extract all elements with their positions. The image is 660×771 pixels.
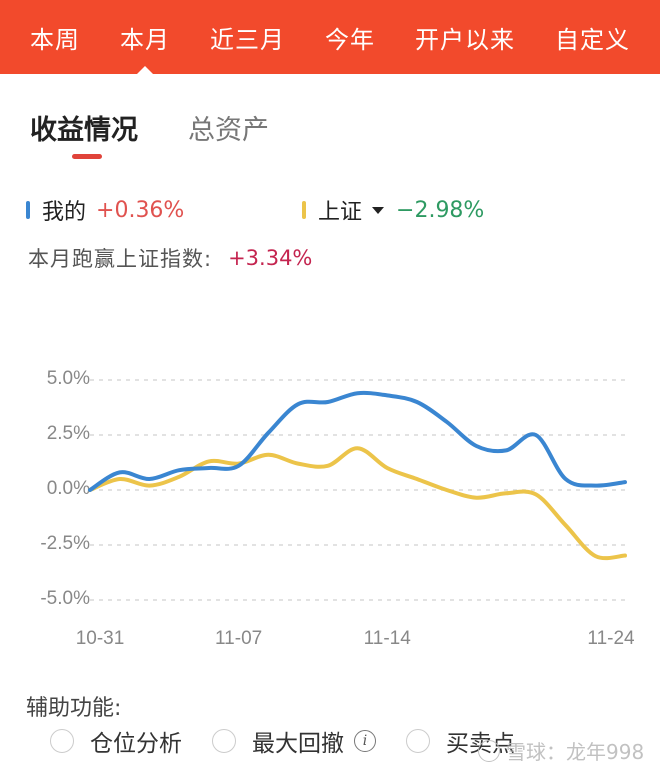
beat-index-summary: 本月跑赢上证指数: +3.34%	[28, 243, 312, 273]
radio-button[interactable]	[406, 729, 430, 753]
tab-this-month[interactable]: 本月	[120, 0, 170, 74]
y-tick-label: 2.5%	[46, 423, 90, 444]
series-line-index	[88, 446, 627, 561]
tab-last-three-months[interactable]: 近三月	[210, 25, 285, 54]
option-position-analysis[interactable]: 仓位分析	[50, 724, 182, 758]
option-max-drawdown[interactable]: 最大回撤 i	[212, 724, 376, 758]
tab-returns[interactable]: 收益情况	[30, 108, 138, 159]
info-icon[interactable]: i	[354, 730, 376, 752]
tab-returns-label: 收益情况	[30, 115, 138, 146]
y-tick-label: 0.0%	[46, 478, 90, 499]
caret-down-icon[interactable]	[372, 206, 385, 214]
y-tick-label: -2.5%	[40, 533, 90, 554]
y-tick-label: 5.0%	[46, 368, 90, 389]
radio-button[interactable]	[50, 729, 74, 753]
aux-options: 仓位分析 最大回撤 i 买卖点	[50, 724, 545, 758]
legend-color-swatch	[302, 201, 306, 219]
radio-button[interactable]	[212, 729, 236, 753]
returns-line-chart[interactable]: 5.0% 2.5% 0.0% -2.5% -5.0% 10-31 11-07 11-14 11…	[0, 360, 660, 660]
xueqiu-logo-icon	[478, 739, 500, 762]
x-tick-label: 11-24	[587, 628, 635, 649]
tab-since-opening[interactable]: 开户以来	[415, 25, 515, 54]
tab-total-assets[interactable]: 总资产	[188, 108, 269, 147]
aux-functions-title: 辅助功能:	[26, 696, 122, 721]
watermark-text: 雪球：龙年998	[506, 740, 645, 764]
legend-index-label: 上证	[318, 200, 363, 225]
tab-custom[interactable]: 自定义	[555, 25, 630, 54]
x-tick-label: 10-31	[75, 628, 125, 649]
option-label: 最大回撤	[252, 731, 344, 757]
x-tick-label: 11-07	[215, 628, 263, 649]
beat-index-value: +3.34%	[228, 246, 313, 270]
series-line-mine	[88, 390, 627, 492]
sub-tab-bar: 收益情况 总资产	[30, 108, 269, 159]
x-tick-label: 11-14	[363, 628, 411, 649]
legend-index-value: −2.98%	[396, 197, 485, 223]
legend-color-swatch	[26, 201, 30, 219]
chart-legend: 我的 +0.36% 上证 −2.98%	[26, 194, 646, 226]
tab-this-week[interactable]: 本周	[30, 25, 80, 54]
legend-mine-label: 我的	[42, 200, 87, 225]
tab-total-assets-label: 总资产	[188, 115, 269, 146]
chart-plot-area	[88, 379, 627, 601]
legend-mine: 我的 +0.36%	[26, 194, 184, 226]
y-tick-label: -5.0%	[40, 588, 90, 609]
period-tab-bar: 本周 本月 近三月 今年 开户以来 自定义	[0, 0, 660, 74]
legend-index[interactable]: 上证 −2.98%	[302, 194, 484, 226]
tab-this-year[interactable]: 今年	[325, 25, 375, 54]
legend-mine-value: +0.36%	[96, 197, 185, 223]
beat-index-label: 本月跑赢上证指数:	[28, 247, 213, 271]
option-label: 仓位分析	[90, 731, 182, 757]
watermark: 雪球：龙年998	[478, 736, 644, 765]
active-tab-indicator	[72, 154, 102, 159]
